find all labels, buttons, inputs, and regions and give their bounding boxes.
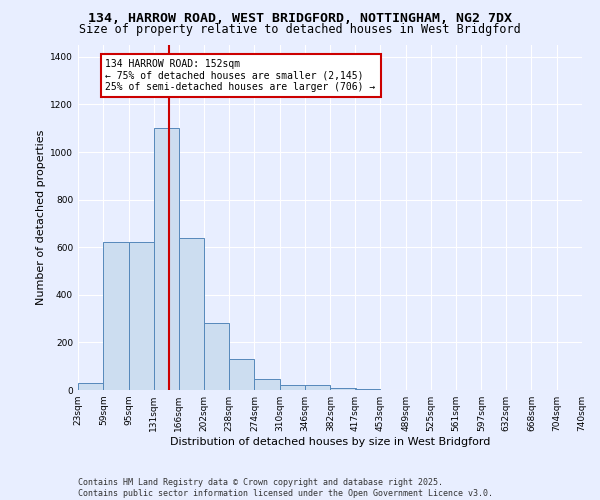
Text: 134 HARROW ROAD: 152sqm
← 75% of detached houses are smaller (2,145)
25% of semi: 134 HARROW ROAD: 152sqm ← 75% of detache… bbox=[106, 60, 376, 92]
Bar bbox=[280, 385, 305, 390]
Bar bbox=[204, 324, 229, 390]
Bar bbox=[103, 242, 128, 390]
Bar bbox=[305, 385, 331, 390]
Text: Size of property relative to detached houses in West Bridgford: Size of property relative to detached ho… bbox=[79, 22, 521, 36]
Bar bbox=[254, 380, 280, 390]
Text: Contains HM Land Registry data © Crown copyright and database right 2025.
Contai: Contains HM Land Registry data © Crown c… bbox=[78, 478, 493, 498]
Bar bbox=[128, 242, 154, 390]
Y-axis label: Number of detached properties: Number of detached properties bbox=[36, 130, 46, 305]
Bar bbox=[78, 383, 103, 390]
Bar bbox=[229, 359, 254, 390]
Bar bbox=[154, 128, 179, 390]
Text: 134, HARROW ROAD, WEST BRIDGFORD, NOTTINGHAM, NG2 7DX: 134, HARROW ROAD, WEST BRIDGFORD, NOTTIN… bbox=[88, 12, 512, 26]
Bar bbox=[179, 238, 204, 390]
X-axis label: Distribution of detached houses by size in West Bridgford: Distribution of detached houses by size … bbox=[170, 437, 490, 447]
Bar bbox=[331, 388, 356, 390]
